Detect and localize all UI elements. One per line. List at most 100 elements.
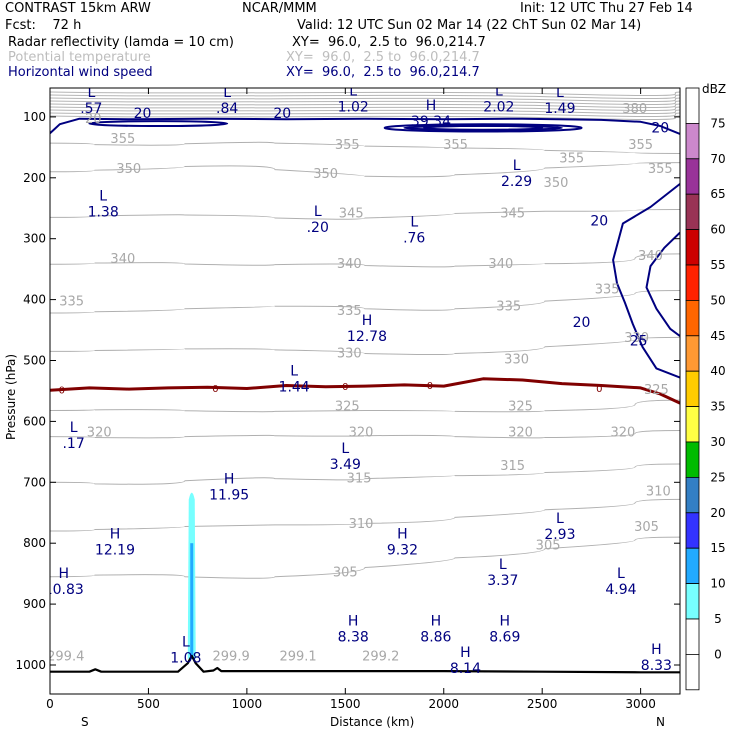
colorbar-swatch: [685, 370, 700, 408]
extremum-type: H: [397, 526, 408, 542]
x-tick-label: 0: [46, 697, 54, 711]
extremum-type: H: [431, 613, 442, 629]
axes: 0 500 1000 1500 2000 2500 30001002003004005006…: [15, 87, 681, 711]
extremum-type: L: [556, 85, 564, 101]
theta-contour: [50, 463, 680, 485]
y-tick-label: 700: [23, 475, 46, 489]
colorbar-swatch: [685, 229, 700, 266]
extremum-type: H: [224, 472, 235, 488]
extremum-value: 12.78: [347, 329, 387, 345]
theta-label: 325: [508, 399, 533, 414]
init-time: Init: 12 UTC Thu 27 Feb 14: [520, 1, 693, 16]
extremum-value: 8.14: [450, 661, 481, 677]
theta-contour: [50, 536, 680, 579]
wind-speed-label: 20: [273, 106, 291, 122]
extremum-marker: L.20: [307, 204, 329, 236]
theta-label: 315: [347, 471, 372, 486]
field-potential-temperature: Potential temperature: [8, 50, 151, 65]
plot-layer: 355 355 355 355 355 355 350 350 350 345 345 340 340 3…: [47, 84, 680, 677]
valid-time: Valid: 12 UTC Sun 02 Mar 14 (22 ChT Sun …: [297, 18, 642, 33]
theta-contour-upper: [50, 109, 680, 115]
colorbar-swatch: [685, 158, 700, 195]
extremum-marker: L2.93: [544, 511, 575, 543]
theta-contour-upper: [50, 103, 680, 109]
theta-label: 310: [646, 485, 671, 500]
extremum-marker: L1.38: [88, 188, 119, 220]
field-reflectivity: Radar reflectivity (lamda = 10 cm): [8, 35, 234, 50]
y-tick-label: 100: [23, 110, 46, 124]
series-wind-speed-25-right-jet-: [645, 231, 680, 337]
theta-label: 340: [110, 252, 135, 267]
theta-label: 355: [443, 138, 468, 153]
theta-contour: [50, 141, 680, 154]
extremum-marker: H8.14: [450, 645, 481, 677]
freezing-level-label: 0: [342, 382, 348, 393]
theta-label: 350: [313, 167, 338, 182]
colorbar-swatch: [685, 87, 700, 124]
extremum-value: 11.95: [209, 488, 249, 504]
y-tick-label: 800: [23, 536, 46, 550]
colorbar-level-label: 15: [710, 541, 725, 555]
theta-contour: [50, 498, 680, 532]
extremum-value: 39.34: [411, 114, 451, 130]
theta-label: 305: [333, 566, 358, 581]
theta-label: 320: [610, 426, 635, 441]
extremum-marker: L1.49: [544, 85, 575, 117]
x-tick-label: 1000: [232, 697, 263, 711]
extremum-marker: L1.02: [338, 88, 369, 116]
extremum-value: 8.38: [338, 629, 369, 645]
extremum-type: H: [651, 642, 662, 658]
colorbar-level-label: 0: [714, 647, 722, 661]
theta-contour: [50, 430, 680, 439]
theta-contour-upper: [50, 112, 680, 118]
extremum-marker: L4.94: [605, 566, 636, 598]
colorbar-swatch: [685, 547, 700, 585]
colorbar-swatch: [685, 618, 700, 655]
extremum-value: .84: [216, 101, 238, 117]
theta-label: 305: [536, 538, 561, 553]
theta-contour-upper: [50, 94, 680, 100]
x-end-label-south: S: [81, 715, 89, 729]
extremum-marker: H8.69: [489, 613, 520, 645]
wind-speed-label: 20: [651, 121, 669, 137]
x-tick-label: 2500: [527, 697, 558, 711]
series-wind-speed-20-right-jet-: [612, 183, 680, 379]
extremum-marker: H10.83: [50, 566, 84, 598]
colorbar-swatch: [685, 583, 700, 620]
extremum-type: L: [513, 158, 521, 174]
extremum-value: .76: [403, 231, 425, 247]
theta-label: 305: [634, 520, 659, 535]
theta-label: 355: [110, 132, 135, 147]
extremum-marker: H11.95: [209, 472, 249, 504]
colorbar-level-label: 25: [710, 470, 725, 484]
freezing-level-label: 0: [596, 384, 602, 395]
y-tick-label: 500: [23, 354, 46, 368]
surface-theta-label: 299.4: [47, 650, 84, 665]
y-tick-label: 300: [23, 232, 46, 246]
plot-frame: [49, 87, 681, 695]
x-tick-label: 3000: [625, 697, 656, 711]
y-tick-label: 600: [23, 414, 46, 428]
theta-contour-upper: [50, 115, 680, 121]
extremum-value: 2.29: [501, 174, 532, 190]
extremum-type: L: [495, 84, 503, 100]
extremum-type: L: [99, 188, 107, 204]
theta-label: 320: [508, 426, 533, 441]
colorbar-level-label: 30: [710, 435, 725, 449]
theta-label: 345: [339, 206, 364, 221]
freezing-level-label: 0: [59, 386, 65, 397]
extremum-marker: H8.86: [420, 613, 451, 645]
theta-label: 345: [500, 206, 525, 221]
field-wind-speed-xy: XY= 96.0, 2.5 to 96.0,214.7: [286, 65, 480, 80]
extremum-type: L: [290, 364, 298, 380]
theta-label: 350: [116, 162, 141, 177]
extremum-marker: L.76: [403, 215, 425, 247]
colorbar-level-label: 5: [714, 612, 722, 626]
y-tick-label: 400: [23, 293, 46, 307]
theta-label: 320: [87, 426, 112, 441]
theta-contour: [50, 336, 680, 356]
colorbar-level-label: 75: [710, 116, 725, 130]
colorbar-swatch: [685, 654, 700, 691]
extremum-type: H: [362, 313, 373, 329]
